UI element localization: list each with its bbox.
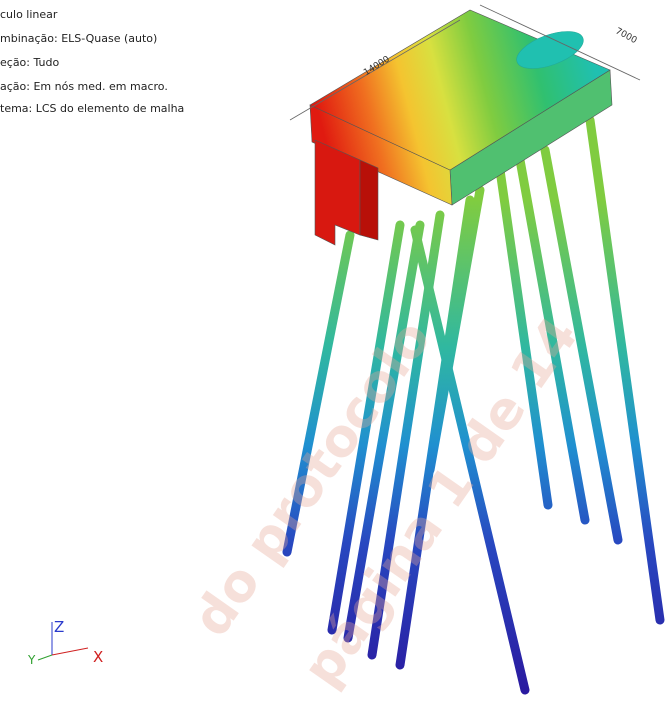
axis-label: Z — [54, 618, 64, 636]
axis-label: Y — [27, 653, 36, 667]
piles — [282, 115, 665, 695]
info-line: ação: Em nós med. em macro. — [0, 80, 168, 93]
info-line: culo linear — [0, 8, 58, 21]
axis-triad: Z X Y — [27, 618, 103, 667]
axis-label: X — [93, 648, 103, 666]
info-panel: culo linear mbinação: ELS-Quase (auto) e… — [0, 8, 184, 115]
info-line: tema: LCS do elemento de malha — [0, 102, 184, 115]
pile-cap — [309, 9, 613, 246]
dimension-lines — [289, 4, 641, 121]
info-line: eção: Tudo — [0, 56, 59, 69]
dimension-label: 7000 — [613, 26, 638, 46]
info-line: mbinação: ELS-Quase (auto) — [0, 32, 157, 45]
